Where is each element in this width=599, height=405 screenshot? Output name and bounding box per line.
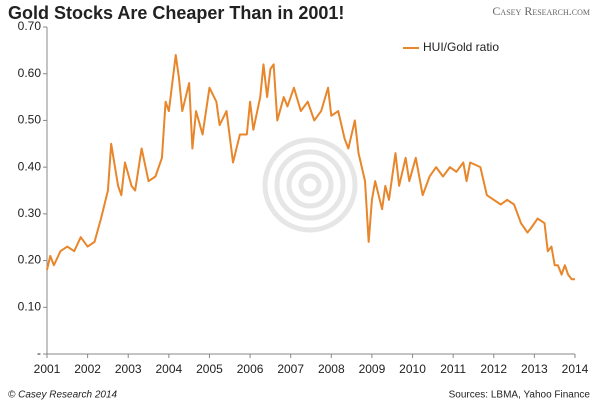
brand: Casey Research.com (492, 4, 590, 18)
chart-title: Gold Stocks Are Cheaper Than in 2001! (8, 3, 344, 23)
x-tick-label: 2001 (34, 362, 61, 376)
y-tick-label: 0.40 (18, 159, 42, 173)
y-tick-label: 0.50 (18, 113, 42, 127)
watermark (262, 137, 358, 233)
x-tick-label: 2011 (440, 362, 466, 376)
x-tick-label: 2004 (155, 362, 182, 376)
y-tick-label: - (37, 346, 41, 360)
x-tick-label: 2003 (115, 362, 142, 376)
footer-right: Sources: LBMA, Yahoo Finance (449, 390, 591, 401)
y-tick-label: 0.30 (18, 206, 42, 220)
footer-left: © Casey Research 2014 (8, 390, 118, 401)
x-tick-label: 2012 (480, 362, 507, 376)
y-tick-label: 0.20 (18, 253, 42, 267)
x-tick-label: 2007 (277, 362, 304, 376)
x-tick-label: 2013 (521, 362, 548, 376)
x-tick-label: 2005 (196, 362, 223, 376)
x-tick-label: 2010 (399, 362, 426, 376)
x-tick-label: 2002 (74, 362, 101, 376)
y-tick-label: 0.60 (18, 66, 42, 80)
series-line (46, 54, 575, 281)
y-tick-label: 0.70 (18, 19, 42, 33)
x-tick-label: 2014 (562, 362, 589, 376)
x-tick-label: 2006 (237, 362, 264, 376)
x-tick-label: 2009 (359, 362, 386, 376)
y-tick-label: 0.10 (18, 299, 42, 313)
legend-label: HUI/Gold ratio (423, 40, 499, 54)
x-tick-label: 2008 (318, 362, 345, 376)
